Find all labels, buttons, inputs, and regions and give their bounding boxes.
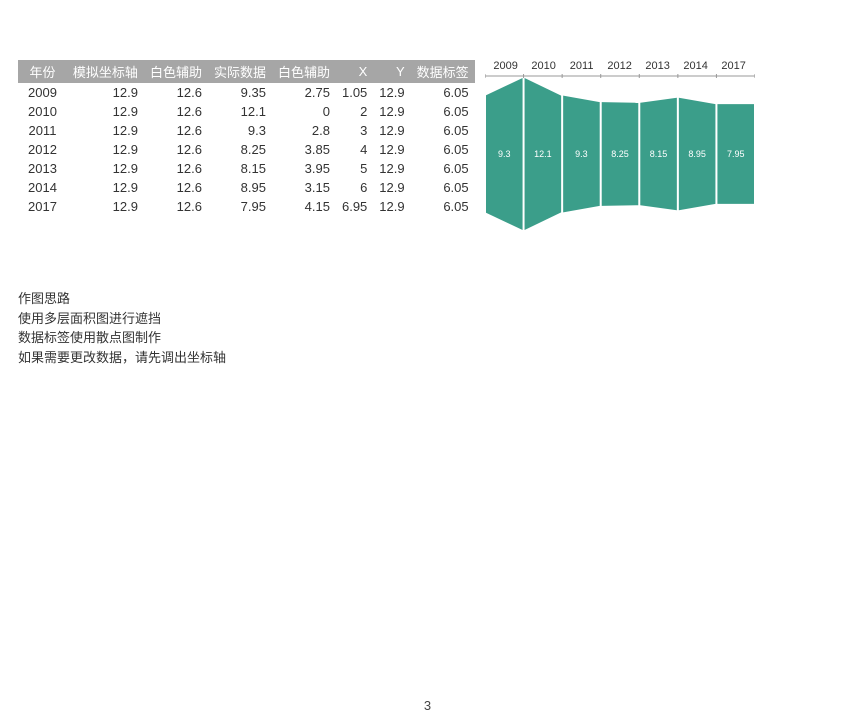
chart-year-label: 2017 (715, 60, 753, 72)
chart-data-label: 9.3 (498, 149, 511, 159)
table-header: X (336, 60, 373, 83)
notes-block: 作图思路 使用多层面积图进行遮挡数据标签使用散点图制作如果需要更改数据，请先调出… (18, 289, 855, 367)
chart-data-label: 8.95 (688, 149, 706, 159)
chart-year-label: 2011 (563, 60, 601, 72)
table-row: 201012.912.612.10212.96.05 (18, 102, 475, 121)
chart-area: 9.3 12.1 9.3 8.25 8.15 8.95 7.95 (485, 74, 755, 234)
table-row: 201312.912.68.153.95512.96.05 (18, 159, 475, 178)
table-header: 实际数据 (208, 60, 272, 83)
chart-data-label: 12.1 (534, 149, 552, 159)
table-row: 201712.912.67.954.156.9512.96.05 (18, 197, 475, 216)
chart-year-label: 2012 (601, 60, 639, 72)
data-table: 年份模拟坐标轴白色辅助实际数据白色辅助XY数据标签 200912.912.69.… (18, 60, 475, 216)
chart-year-label: 2010 (525, 60, 563, 72)
funnel-chart: 2009201020112012201320142017 9.3 12.1 9.3 8… (485, 60, 755, 239)
chart-data-label: 8.25 (611, 149, 629, 159)
table-header: 年份 (18, 60, 67, 83)
chart-year-label: 2009 (487, 60, 525, 72)
table-row: 201112.912.69.32.8312.96.05 (18, 121, 475, 140)
chart-x-labels: 2009201020112012201320142017 (485, 60, 755, 74)
table-row: 201212.912.68.253.85412.96.05 (18, 140, 475, 159)
chart-year-label: 2014 (677, 60, 715, 72)
chart-year-label: 2013 (639, 60, 677, 72)
table-header: 白色辅助 (272, 60, 336, 83)
table-header: Y (373, 60, 410, 83)
notes-line: 如果需要更改数据，请先调出坐标轴 (18, 348, 855, 368)
notes-title: 作图思路 (18, 289, 855, 309)
chart-data-label: 7.95 (727, 149, 745, 159)
page-number: 3 (0, 698, 855, 713)
table-row: 200912.912.69.352.751.0512.96.05 (18, 83, 475, 102)
chart-data-label: 8.15 (649, 149, 667, 159)
table-row: 201412.912.68.953.15612.96.05 (18, 178, 475, 197)
table-header: 数据标签 (411, 60, 475, 83)
notes-line: 使用多层面积图进行遮挡 (18, 309, 855, 329)
notes-line: 数据标签使用散点图制作 (18, 328, 855, 348)
chart-data-label: 9.3 (575, 149, 588, 159)
table-header: 模拟坐标轴 (67, 60, 144, 83)
table-header: 白色辅助 (144, 60, 208, 83)
